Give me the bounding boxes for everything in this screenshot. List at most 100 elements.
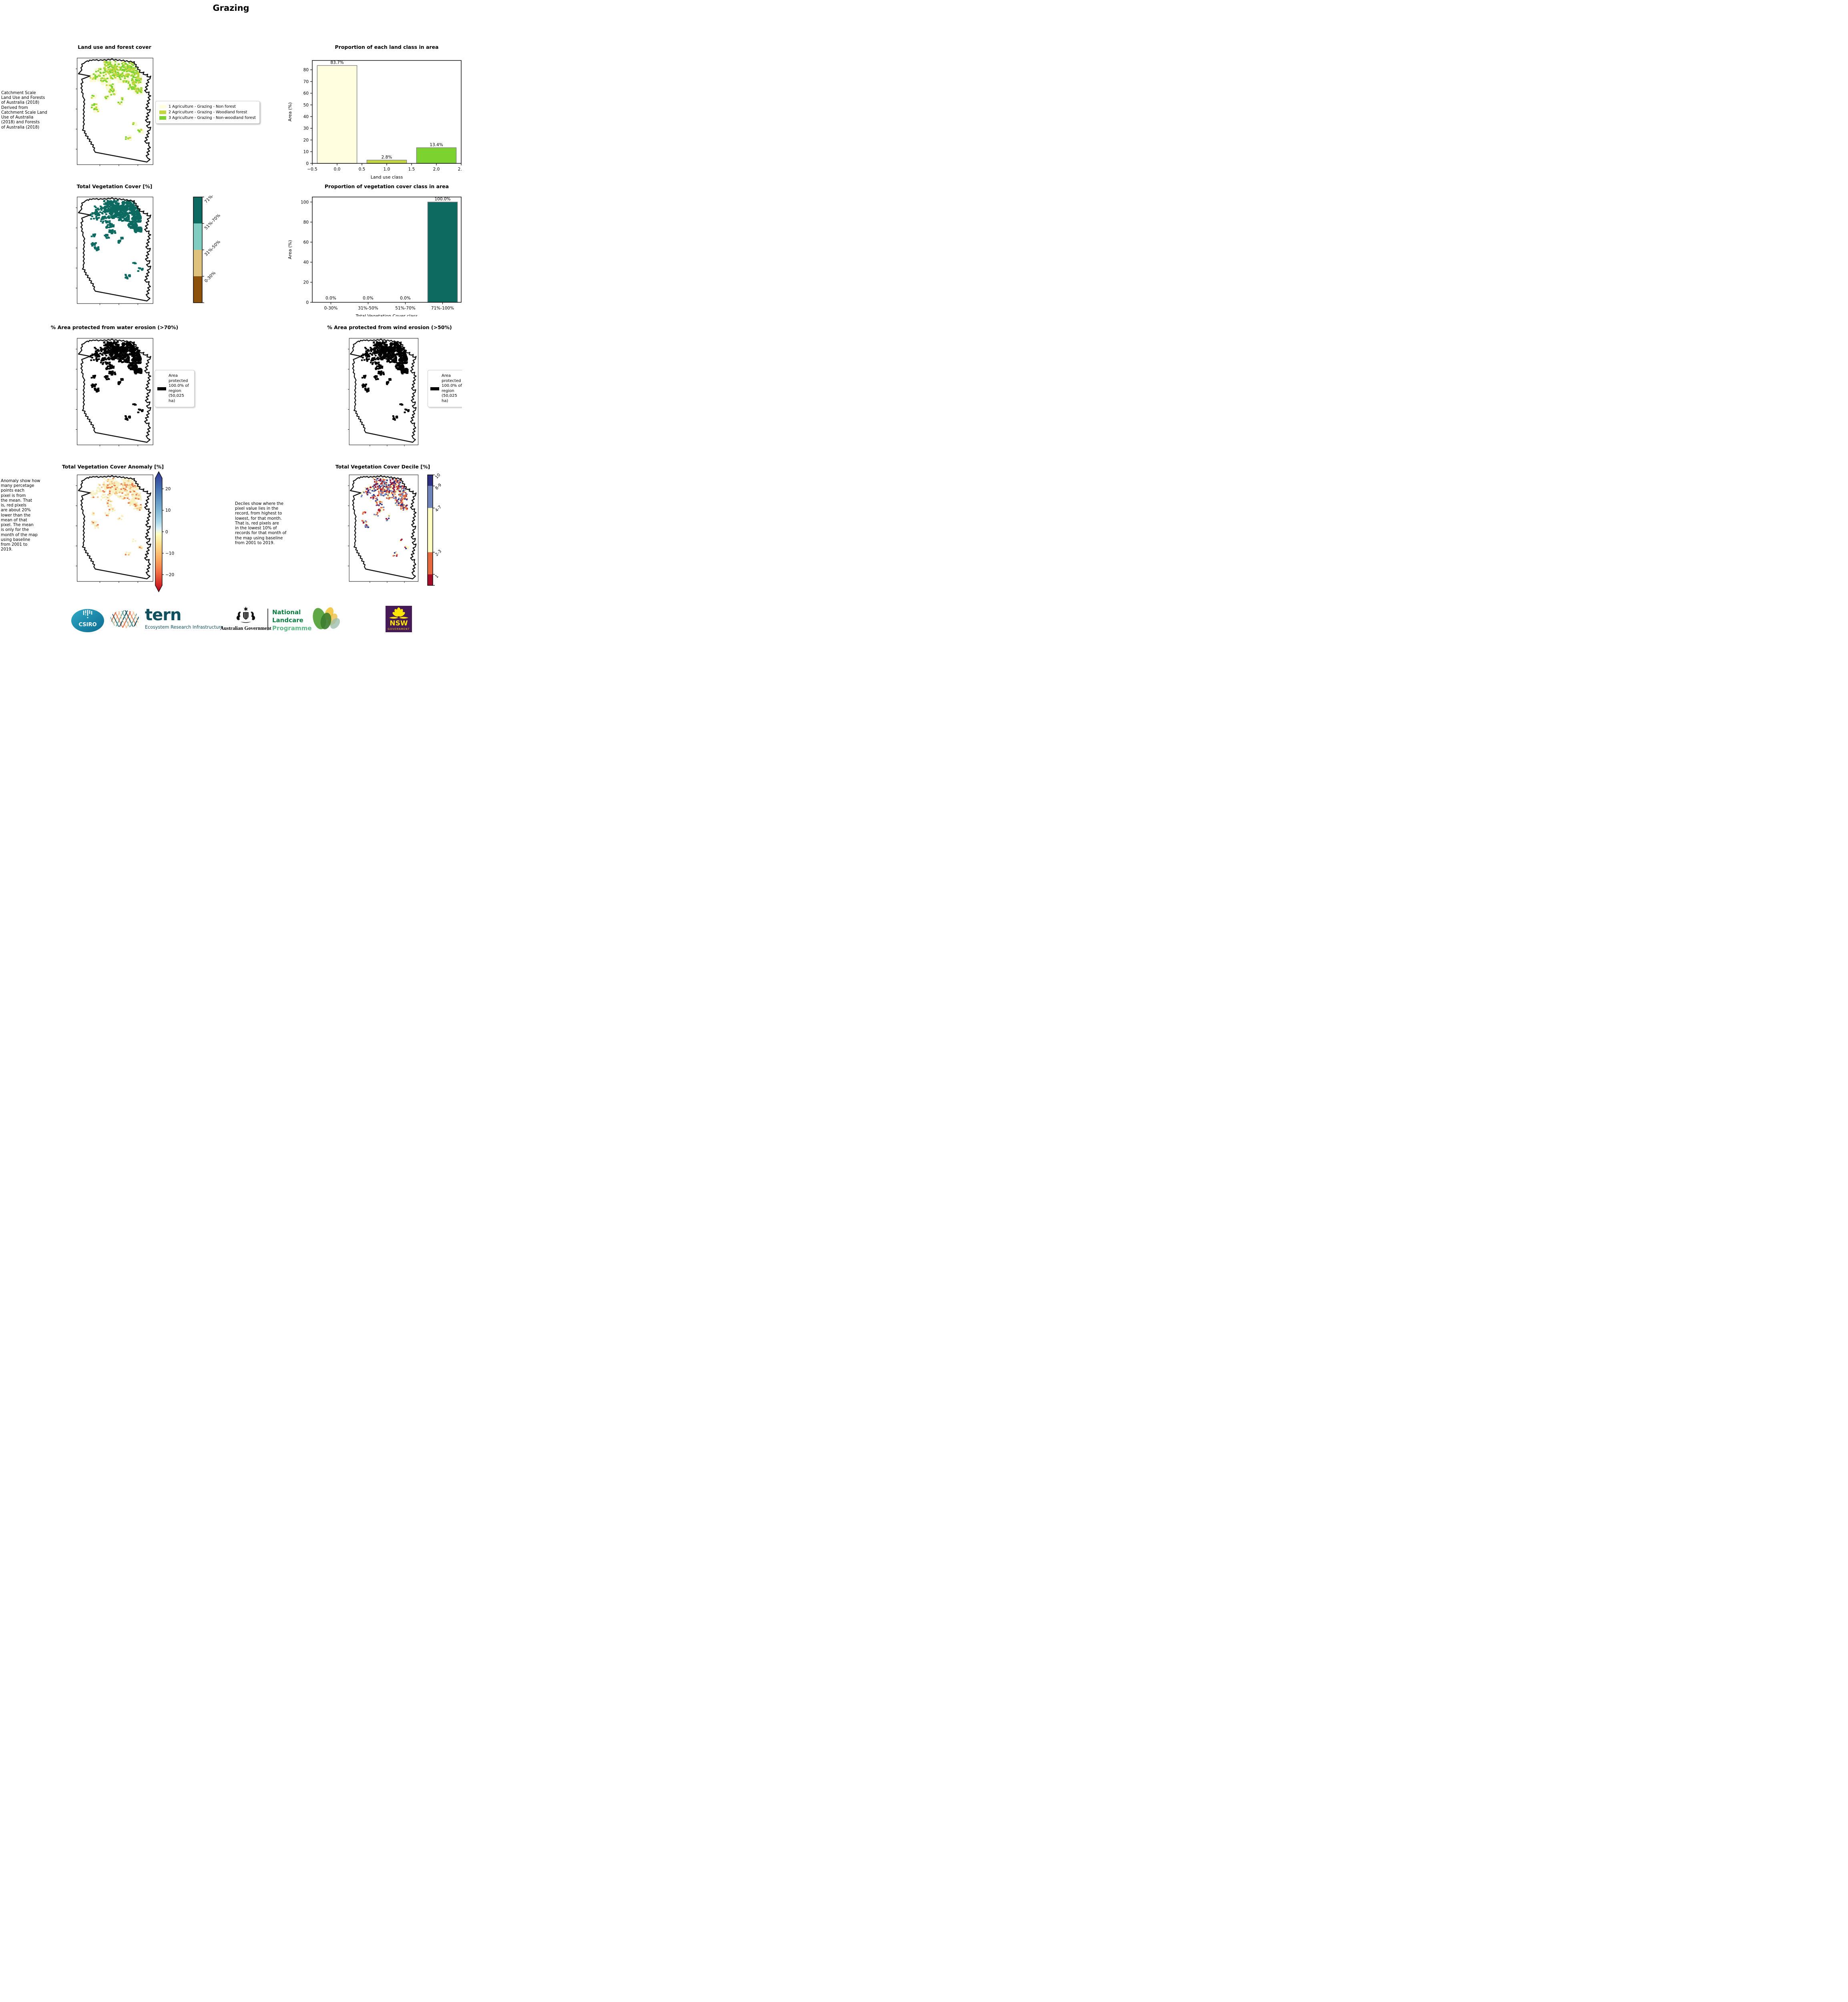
legend-item: 3 Agriculture - Grazing - Non-woodland f… bbox=[159, 116, 256, 120]
bar bbox=[416, 147, 457, 164]
catchment-boundary bbox=[78, 338, 151, 443]
waratah-icon bbox=[389, 607, 408, 619]
bar-value-label: 13.4% bbox=[430, 143, 443, 147]
colorbar-segment bbox=[428, 486, 433, 508]
colorbar-segment bbox=[428, 508, 433, 553]
legend-item: 2 Agriculture - Grazing - Woodland fores… bbox=[159, 110, 256, 115]
legend-swatch bbox=[159, 105, 166, 109]
catchment-boundary bbox=[78, 58, 151, 163]
map-pixels bbox=[89, 199, 144, 279]
map-pixels bbox=[89, 60, 144, 141]
csiro-wordmark: CSIRO bbox=[78, 622, 96, 628]
y-tick-label: 100 bbox=[301, 200, 309, 205]
catchment-boundary bbox=[350, 475, 417, 579]
wind-erosion-legend-label: Area protected 100.0% of region (50,025 … bbox=[442, 374, 462, 403]
tern-subtitle: Ecosystem Research Infrastructure bbox=[145, 625, 223, 630]
map-decile bbox=[347, 474, 420, 583]
nsw-government-logo: NSW GOVERNMENT bbox=[386, 606, 412, 632]
colorbar-label: 1 bbox=[434, 574, 440, 579]
map-veg-cover bbox=[75, 196, 155, 305]
y-tick-label: 80 bbox=[303, 220, 309, 225]
anomaly-colorbar: 20 10 0 −10 −20 bbox=[155, 471, 174, 593]
page-title: Grazing bbox=[213, 3, 249, 13]
bar-value-label: 83.7% bbox=[330, 60, 343, 65]
colorbar-label: 31%-50% bbox=[204, 239, 221, 257]
map-pixels bbox=[90, 478, 143, 556]
panel-title-veg-class-chart: Proportion of vegetation cover class in … bbox=[324, 183, 449, 189]
x-tick-label: 2.0 bbox=[433, 167, 440, 172]
y-tick-label: 40 bbox=[303, 115, 309, 119]
panel-title-land-use: Land use and forest cover bbox=[78, 44, 151, 50]
y-tick-label: 80 bbox=[303, 68, 309, 72]
bar bbox=[366, 160, 407, 164]
x-tick-label: 0-30% bbox=[324, 306, 338, 311]
colorbar-segment bbox=[193, 223, 202, 250]
national-landcare-wordmark: National Landcare Programme bbox=[272, 609, 312, 632]
y-tick-label: 50 bbox=[303, 103, 309, 108]
bar bbox=[427, 201, 458, 303]
colorbar-label: 71%-100% bbox=[204, 195, 223, 204]
x-tick-label: 0.0 bbox=[334, 167, 341, 172]
colorbar-tick-label: 0 bbox=[165, 530, 168, 535]
tern-wordmark: tern bbox=[145, 606, 181, 624]
map-anomaly bbox=[75, 474, 155, 583]
tern-australia-icon bbox=[110, 610, 139, 628]
y-tick-label: 40 bbox=[303, 260, 309, 265]
y-tick-label: 10 bbox=[303, 150, 309, 155]
x-tick-label: 1.0 bbox=[384, 167, 390, 172]
colorbar-gradient bbox=[155, 471, 163, 593]
nsw-wordmark: NSW bbox=[390, 619, 408, 627]
chart-veg-class: 0 20 40 60 80 100 0-30% 31%-50% 51%-70% 71%-100% 0… bbox=[287, 197, 462, 316]
catchment-boundary bbox=[78, 475, 151, 579]
australian-government-crest-icon bbox=[236, 606, 255, 623]
legend-item: 1 Agriculture - Grazing - Non forest bbox=[159, 105, 256, 109]
decile-side-note: Deciles show where the pixel value lies … bbox=[235, 502, 287, 545]
colorbar-tick-label: −20 bbox=[165, 573, 174, 577]
nsw-government-label: GOVERNMENT bbox=[388, 628, 410, 631]
y-tick-label: 70 bbox=[303, 79, 309, 84]
decile-colorbar: 10 8-9 4-7 2-3 1 bbox=[427, 473, 443, 586]
footer-divider bbox=[267, 609, 268, 630]
colorbar-segment bbox=[193, 250, 202, 276]
csiro-drips-icon bbox=[83, 610, 92, 616]
panel-title-veg-cover: Total Vegetation Cover [%] bbox=[76, 183, 153, 189]
legend-label: 1 Agriculture - Grazing - Non forest bbox=[169, 105, 236, 109]
y-tick-label: 60 bbox=[303, 240, 309, 245]
colorbar-segment bbox=[193, 197, 202, 223]
y-axis-label: Area (%) bbox=[287, 240, 293, 259]
x-axis-label: Land use class bbox=[371, 175, 403, 180]
land-use-legend: 1 Agriculture - Grazing - Non forest 2 Ag… bbox=[155, 101, 260, 124]
water-erosion-legend: Area protected 100.0% of region (50,025 … bbox=[155, 370, 195, 407]
veg-cover-colorbar: 71%-100% 51%-70% 31%-50% 0-30% bbox=[193, 195, 223, 303]
legend-swatch bbox=[159, 111, 166, 114]
panel-title-water-erosion: % Area protected from water erosion (>70… bbox=[50, 324, 179, 330]
colorbar-label: 2-3 bbox=[434, 549, 443, 557]
catchment-boundary bbox=[350, 338, 417, 443]
colorbar-tick-label: 10 bbox=[165, 508, 171, 513]
bar-value-label: 0.0% bbox=[400, 296, 411, 301]
area-protected-swatch bbox=[430, 387, 439, 390]
x-tick-label: 51%-70% bbox=[395, 306, 415, 311]
y-tick-label: 60 bbox=[303, 91, 309, 96]
colorbar-segment bbox=[428, 552, 433, 575]
water-erosion-legend-label: Area protected 100.0% of region (50,025 … bbox=[169, 374, 189, 403]
x-tick-label: −0.5 bbox=[307, 167, 317, 172]
figure-canvas: Grazing Land use and forest cover Propor… bbox=[0, 0, 462, 633]
map-land-use bbox=[75, 57, 155, 166]
colorbar-label: 0-30% bbox=[204, 271, 217, 283]
y-tick-label: 0 bbox=[306, 161, 309, 166]
map-wind-erosion bbox=[347, 338, 420, 446]
x-tick-label: 1.5 bbox=[408, 167, 415, 172]
bar-value-label: 0.0% bbox=[363, 296, 374, 301]
panel-title-land-class-chart: Proportion of each land class in area bbox=[335, 44, 439, 50]
anomaly-side-note: Anomaly show how many percetage points e… bbox=[1, 479, 40, 552]
x-tick-label: 71%-100% bbox=[431, 306, 454, 311]
y-tick-label: 20 bbox=[303, 138, 309, 143]
bar-value-label: 2.8% bbox=[382, 155, 392, 160]
colorbar-label: 10 bbox=[434, 473, 442, 480]
colorbar-label: 51%-70% bbox=[204, 213, 221, 231]
map-water-erosion bbox=[75, 338, 155, 446]
bar-value-label: 0.0% bbox=[325, 296, 336, 301]
map-pixels bbox=[89, 341, 144, 421]
y-tick-label: 30 bbox=[303, 126, 309, 131]
